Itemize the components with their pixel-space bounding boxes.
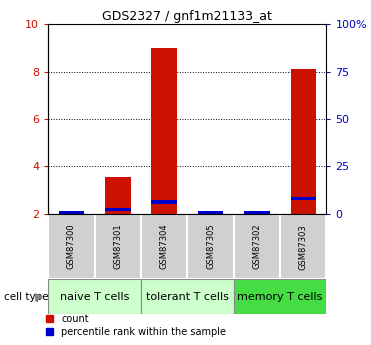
- Bar: [290, 69, 316, 214]
- Text: cell type: cell type: [4, 292, 48, 302]
- Bar: [187, 214, 234, 279]
- Text: GSM87301: GSM87301: [113, 224, 122, 269]
- Bar: [151, 200, 177, 204]
- Text: GSM87303: GSM87303: [299, 224, 308, 269]
- Bar: [234, 279, 326, 314]
- Text: GSM87304: GSM87304: [160, 224, 169, 269]
- Legend: count, percentile rank within the sample: count, percentile rank within the sample: [46, 314, 226, 337]
- Bar: [141, 279, 234, 314]
- Bar: [234, 214, 280, 279]
- Text: GSM87300: GSM87300: [67, 224, 76, 269]
- Text: ▶: ▶: [35, 292, 43, 302]
- Text: GSM87302: GSM87302: [252, 224, 262, 269]
- Bar: [141, 214, 187, 279]
- Bar: [151, 48, 177, 214]
- Text: memory T cells: memory T cells: [237, 292, 323, 302]
- Text: naive T cells: naive T cells: [60, 292, 129, 302]
- Bar: [48, 214, 95, 279]
- Bar: [105, 177, 131, 214]
- Bar: [280, 214, 326, 279]
- Bar: [59, 211, 84, 214]
- Bar: [290, 197, 316, 200]
- Title: GDS2327 / gnf1m21133_at: GDS2327 / gnf1m21133_at: [102, 10, 272, 23]
- Bar: [244, 211, 270, 214]
- Bar: [105, 208, 131, 211]
- Text: GSM87305: GSM87305: [206, 224, 215, 269]
- Text: tolerant T cells: tolerant T cells: [146, 292, 229, 302]
- Bar: [95, 214, 141, 279]
- Bar: [198, 211, 223, 214]
- Bar: [48, 279, 141, 314]
